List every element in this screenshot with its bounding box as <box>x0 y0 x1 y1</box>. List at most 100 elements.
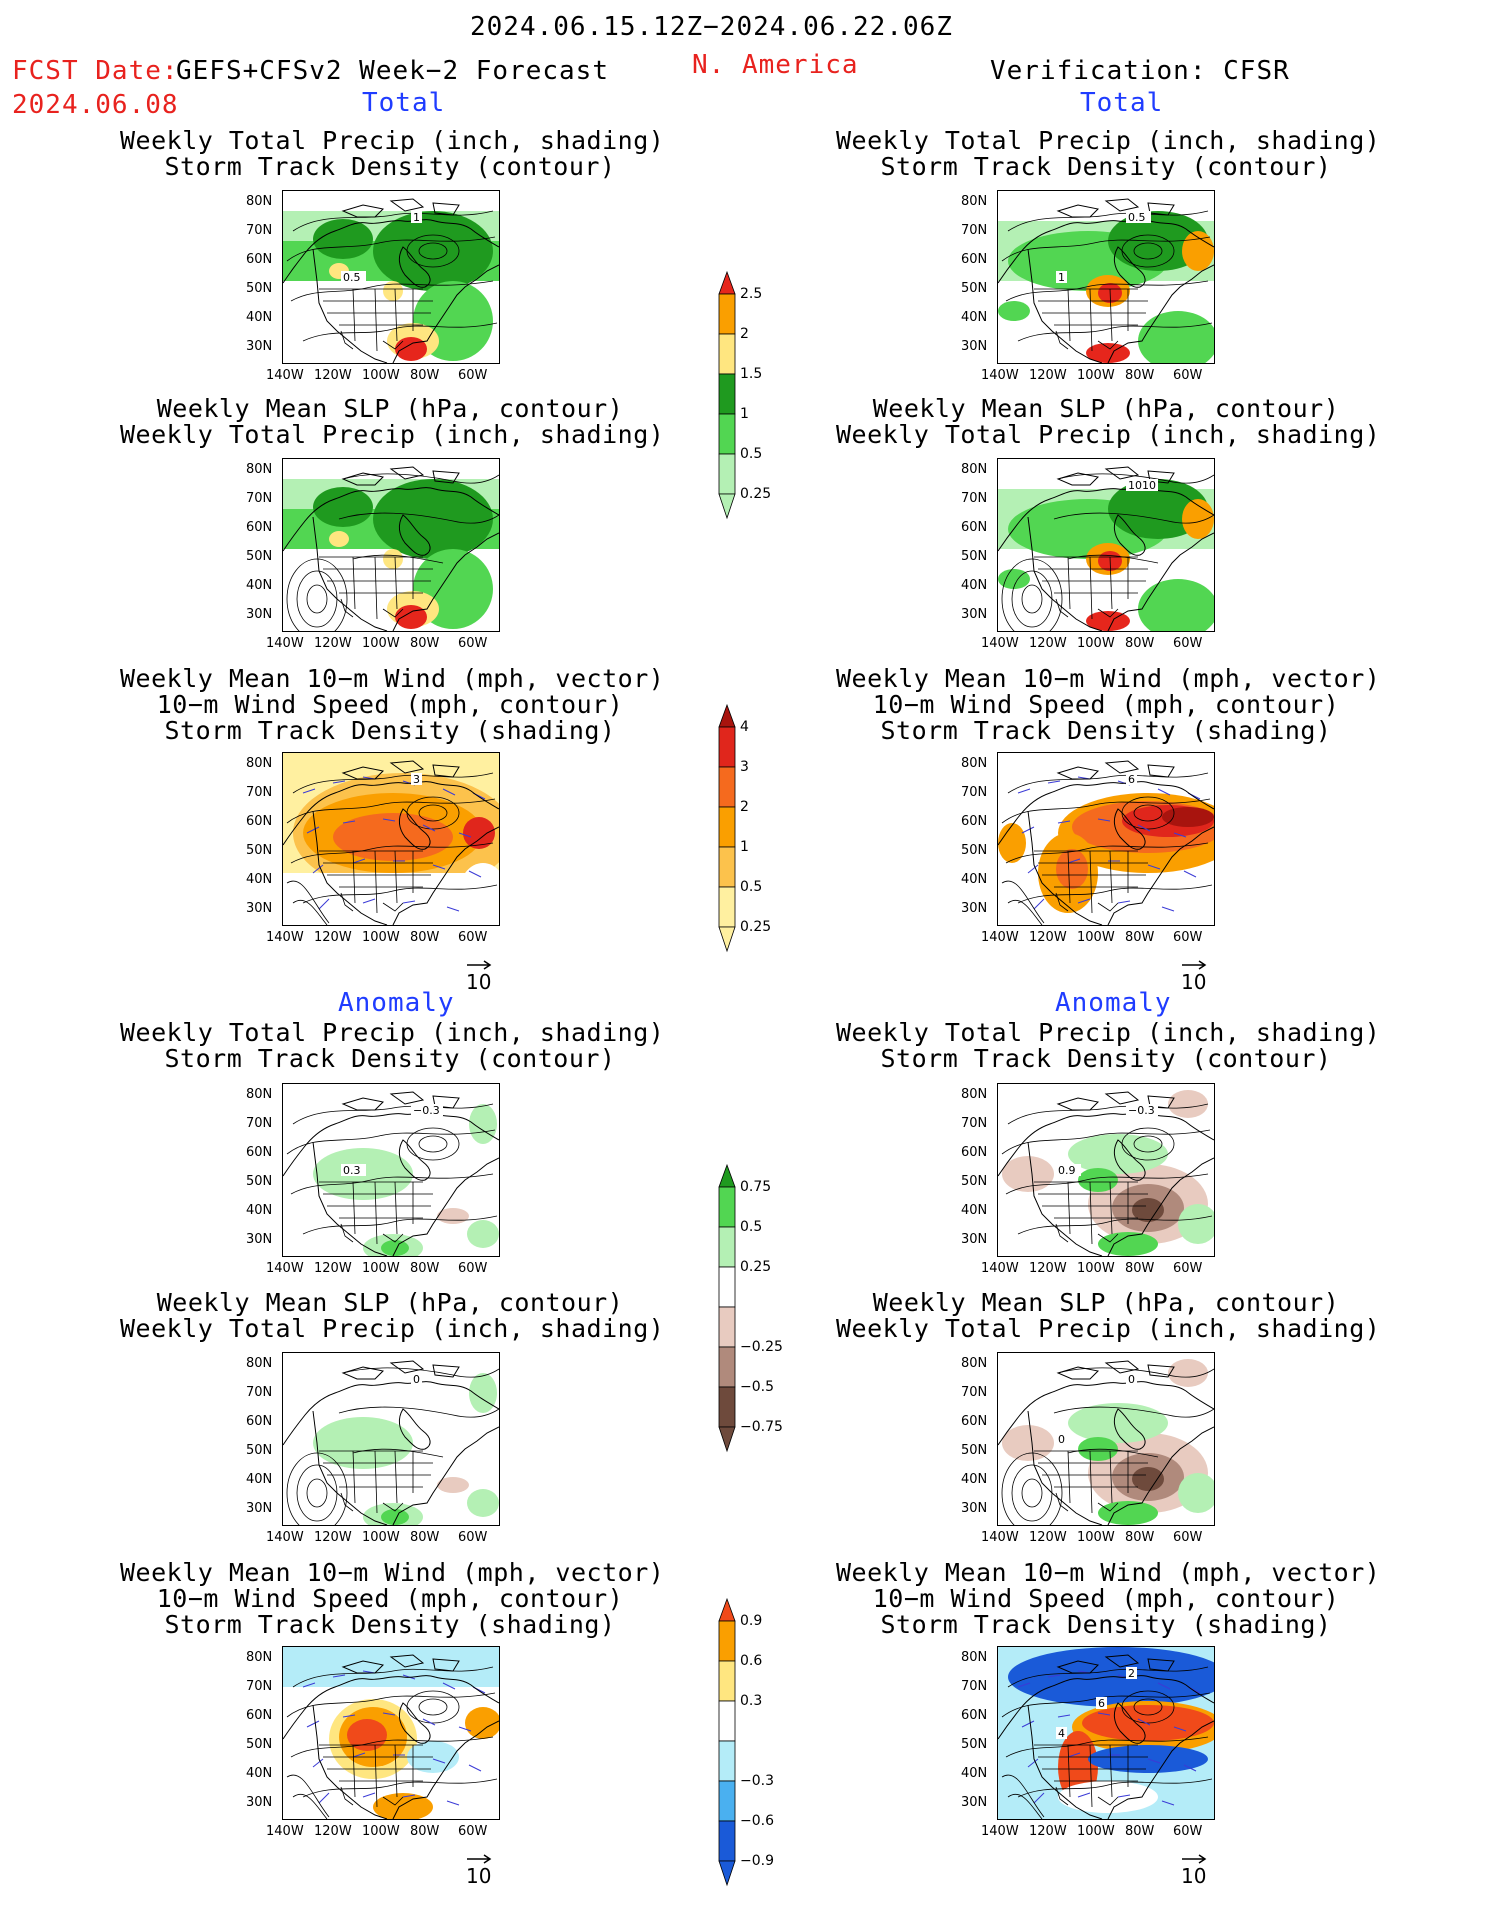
fc-anom-wind-title-line-1: Weekly Mean 10−m Wind (mph, vector) <box>120 1558 665 1587</box>
cfsr-total-precip-lat-tick-80n: 80N <box>961 194 988 209</box>
colorbar-track_anom-swatch-2 <box>718 1660 736 1702</box>
fc-anom-slp-shade-2 <box>381 1509 409 1525</box>
fc-total-slp-lon-tick-140w: 140W <box>266 636 304 651</box>
fc-anom-precip-contour-label-0: −0.3 <box>413 1104 440 1117</box>
cfsr-total-wind-lon-tick-80w: 80W <box>1125 930 1155 945</box>
cfsr-total-precip-shade-6 <box>1138 311 1214 363</box>
section-total-right: Total <box>1080 88 1164 118</box>
fc-total-slp-lon-tick-120w: 120W <box>314 636 352 651</box>
fc-anom-precip-map-svg: −0.3 0.3 <box>283 1091 499 1256</box>
fc-anom-wind-title-line-3: Storm Track Density (shading) <box>164 1610 616 1639</box>
fc-total-slp-shade-8 <box>329 531 349 547</box>
cfsr-total-wind-shade-6 <box>998 823 1026 863</box>
cfsr-anom-slp-lat-tick-30n: 30N <box>961 1501 988 1516</box>
cfsr-anom-wind-title-line-3: Storm Track Density (shading) <box>880 1610 1332 1639</box>
fc-total-precip-lon-tick-140w: 140W <box>266 368 304 383</box>
fc-anom-precip-shade-4 <box>467 1220 499 1248</box>
colorbar-precip_total-swatch-5 <box>718 453 736 495</box>
cfsr-total-slp-title-line-1: Weekly Mean SLP (hPa, contour) <box>872 394 1340 423</box>
colorbar-track_total-label-2: 2 <box>740 799 749 815</box>
cfsr-anom-slp-map-svg: 00 <box>998 1359 1214 1525</box>
cfsr-anom-precip-lat-tick-80n: 80N <box>961 1087 988 1102</box>
fc-total-slp-lat-tick-50n: 50N <box>246 549 273 564</box>
cfsr-anom-wind-lat-tick-40n: 40N <box>961 1766 988 1781</box>
cfsr-anom-precip-lat-tick-30n: 30N <box>961 1232 988 1247</box>
cfsr-total-precip-lat-tick-60n: 60N <box>961 252 988 267</box>
colorbar-precip-total: 2.5 2 1.5 1 0.5 0.25 <box>718 270 771 554</box>
cfsr-anom-wind-shade-6 <box>1058 1781 1158 1813</box>
cfsr-total-slp-lon-tick-120w: 120W <box>1029 636 1067 651</box>
fc-total-precip-lon-tick-120w: 120W <box>314 368 352 383</box>
colorbar-track_total-label-0: 4 <box>740 719 749 735</box>
cfsr-total-precip-lon-tick-140w: 140W <box>981 368 1019 383</box>
colorbar-precip_anom-label-5: −0.75 <box>740 1419 783 1435</box>
cfsr-anom-precip-shade-3 <box>1068 1134 1168 1174</box>
fc-total-slp-shade-2 <box>373 479 493 559</box>
colorbar-track_anom-label-4: −0.6 <box>740 1813 774 1829</box>
colorbar-precip_anom-label-3: −0.25 <box>740 1339 783 1355</box>
cfsr-total-wind-reference-arrow-icon <box>1182 960 1207 970</box>
section-anomaly-right: Anomaly <box>1055 988 1172 1018</box>
fc-total-precip-shade-2 <box>373 211 493 291</box>
fc-total-slp-lat-tick-30n: 30N <box>246 607 273 622</box>
cfsr-anom-slp-lon-tick-120w: 120W <box>1029 1530 1067 1545</box>
colorbar-precip_total-bottom-cap <box>718 493 736 520</box>
colorbar-track_total-label-4: 0.5 <box>740 879 763 895</box>
fc-total-wind-lat-tick-80n: 80N <box>246 756 273 771</box>
colorbar-track_anom-top-cap <box>718 1597 736 1622</box>
cfsr-anom-precip-contour-label-0: −0.3 <box>1128 1104 1155 1117</box>
cfsr-total-wind-lat-tick-80n: 80N <box>961 756 988 771</box>
cfsr-total-slp-lat-tick-30n: 30N <box>961 607 988 622</box>
cfsr-total-precip-lat-tick-70n: 70N <box>961 223 988 238</box>
cfsr-total-wind-lat-tick-40n: 40N <box>961 872 988 887</box>
fc-anom-wind-lon-tick-100w: 100W <box>362 1824 400 1839</box>
fc-anom-precip-shade-5 <box>469 1104 497 1144</box>
fc-total-wind-reference-arrow-icon <box>467 960 492 970</box>
fc-total-precip-lon-tick-80w: 80W <box>410 368 440 383</box>
cfsr-total-wind-title-line-3: Storm Track Density (shading) <box>880 716 1332 745</box>
cfsr-total-slp-lat-tick-80n: 80N <box>961 462 988 477</box>
fc-anom-wind-map-svg <box>283 1647 499 1819</box>
fc-total-precip-lat-tick-40n: 40N <box>246 310 273 325</box>
fc-anom-precip-lon-tick-60w: 60W <box>458 1261 488 1276</box>
fc-total-precip-shade-3 <box>313 219 373 259</box>
cfsr-total-wind-reference-label: 10 <box>1181 970 1207 994</box>
fc-anom-wind-shade-0 <box>283 1647 499 1687</box>
cfsr-anom-precip-lat-tick-70n: 70N <box>961 1116 988 1131</box>
colorbar-precip_total-swatch-2 <box>718 333 736 375</box>
fc-total-wind-title-line-3: Storm Track Density (shading) <box>164 716 616 745</box>
cfsr-anom-precip-shade-2 <box>1132 1198 1164 1222</box>
cfsr-anom-wind-map-svg: 2 4 6 <box>998 1647 1214 1819</box>
colorbar-precip_anom-label-4: −0.5 <box>740 1379 774 1395</box>
colorbar-track_total-bottom-cap <box>718 926 736 953</box>
colorbar-precip_total-label-0: 2.5 <box>740 286 763 302</box>
fc-total-wind-lon-tick-100w: 100W <box>362 930 400 945</box>
fc-anom-wind-lon-tick-120w: 120W <box>314 1824 352 1839</box>
fc-total-wind-lat-tick-70n: 70N <box>246 785 273 800</box>
colorbar-track_anom-label-0: 0.9 <box>740 1613 763 1629</box>
fc-anom-slp-shade-0 <box>313 1417 413 1469</box>
cfsr-total-precip-lon-tick-100w: 100W <box>1077 368 1115 383</box>
fc-anom-slp-map: 0 <box>282 1352 500 1526</box>
colorbar-track-anom: 0.9 0.6 0.3 −0.3 −0.6 −0.9 <box>718 1597 774 1921</box>
cfsr-total-wind-title-line-2: 10−m Wind Speed (mph, contour) <box>872 690 1340 719</box>
colorbar-track_anom-label-5: −0.9 <box>740 1853 774 1869</box>
colorbar-track_anom-swatch-5 <box>718 1780 736 1822</box>
colorbar-track_total-swatch-1 <box>718 726 736 768</box>
fc-total-precip-lat-tick-30n: 30N <box>246 339 273 354</box>
fc-anom-wind-lat-tick-50n: 50N <box>246 1737 273 1752</box>
cfsr-total-slp-shade-5 <box>1182 499 1214 539</box>
fc-total-precip-shade-6 <box>395 337 427 361</box>
colorbar-precip_anom-swatch-6 <box>718 1386 736 1428</box>
cfsr-anom-slp-lon-tick-140w: 140W <box>981 1530 1019 1545</box>
fc-anom-wind-lon-tick-140w: 140W <box>266 1824 304 1839</box>
cfsr-anom-wind-lat-tick-70n: 70N <box>961 1679 988 1694</box>
fc-anom-wind-lat-tick-40n: 40N <box>246 1766 273 1781</box>
cfsr-anom-precip-shade-5 <box>1002 1156 1054 1192</box>
fc-total-wind-lat-tick-40n: 40N <box>246 872 273 887</box>
cfsr-total-precip-contour-label-1: 1 <box>1058 271 1065 284</box>
fc-anom-precip-shade-2 <box>381 1240 409 1256</box>
fc-anom-wind-shade-4 <box>465 1707 499 1739</box>
colorbar-precip_anom-swatch-1 <box>718 1186 736 1228</box>
